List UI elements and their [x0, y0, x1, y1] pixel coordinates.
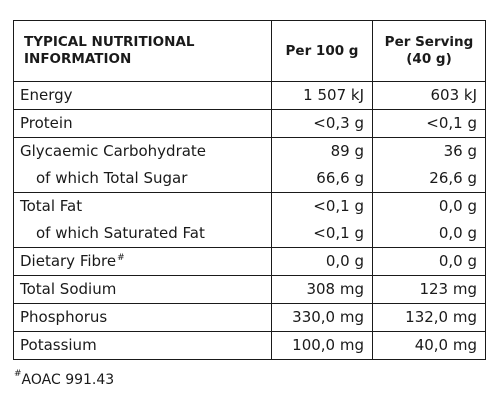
per-100g-value: <0,3 g	[271, 109, 373, 138]
table-row: Total Fat <0,1 g 0,0 g	[13, 192, 486, 220]
per-100g-value: 308 mg	[271, 275, 373, 304]
table-row: of which Saturated Fat <0,1 g 0,0 g	[13, 220, 486, 248]
per-100g-value: 1 507 kJ	[271, 81, 373, 110]
nutrient-name: of which Saturated Fat	[13, 220, 272, 248]
per-serving-value: 0,0 g	[372, 192, 486, 220]
per-serving-value: <0,1 g	[372, 109, 486, 138]
footnote-mark: #	[117, 253, 125, 263]
per-serving-value: 123 mg	[372, 275, 486, 304]
nutrient-name: Glycaemic Carbohydrate	[13, 137, 272, 165]
nutrient-name: of which Total Sugar	[13, 165, 272, 193]
header-row: TYPICAL NUTRITIONAL INFORMATION Per 100 …	[13, 20, 486, 82]
nutrient-name: Energy	[13, 81, 272, 110]
per-serving-value: 36 g	[372, 137, 486, 165]
header-nutrient-line1: TYPICAL NUTRITIONAL	[24, 34, 195, 50]
per-serving-value: 40,0 mg	[372, 331, 486, 360]
header-per-serving-line1: Per Serving	[384, 34, 474, 50]
per-100g-value: <0,1 g	[271, 220, 373, 248]
header-nutrient: TYPICAL NUTRITIONAL INFORMATION	[13, 20, 272, 82]
table-row: Potassium 100,0 mg 40,0 mg	[13, 331, 486, 360]
table-row: Energy 1 507 kJ 603 kJ	[13, 81, 486, 110]
table-row: Protein <0,3 g <0,1 g	[13, 109, 486, 138]
header-nutrient-line2: INFORMATION	[24, 51, 132, 67]
nutrient-name-cell: Dietary Fibre#	[13, 247, 272, 276]
table-row: Phosphorus 330,0 mg 132,0 mg	[13, 303, 486, 332]
per-serving-value: 0,0 g	[372, 247, 486, 276]
per-100g-value: 100,0 mg	[271, 331, 373, 360]
per-serving-value: 0,0 g	[372, 220, 486, 248]
header-per-100g-label: Per 100 g	[285, 42, 359, 59]
per-100g-value: 89 g	[271, 137, 373, 165]
table-row: Dietary Fibre# 0,0 g 0,0 g	[13, 247, 486, 276]
nutrient-name: Phosphorus	[13, 303, 272, 332]
per-serving-value: 26,6 g	[372, 165, 486, 193]
per-serving-value: 132,0 mg	[372, 303, 486, 332]
footnote-text: AOAC 991.43	[21, 372, 115, 388]
per-100g-value: 66,6 g	[271, 165, 373, 193]
nutrient-name: Protein	[13, 109, 272, 138]
header-per-100g: Per 100 g	[271, 20, 373, 82]
table-row: of which Total Sugar 66,6 g 26,6 g	[13, 165, 486, 193]
footnote-symbol: #	[14, 369, 22, 379]
per-serving-value: 603 kJ	[372, 81, 486, 110]
nutrition-table: TYPICAL NUTRITIONAL INFORMATION Per 100 …	[13, 20, 486, 360]
per-100g-value: 330,0 mg	[271, 303, 373, 332]
nutrient-name: Potassium	[13, 331, 272, 360]
table-row: Total Sodium 308 mg 123 mg	[13, 275, 486, 304]
nutrient-name: Total Sodium	[13, 275, 272, 304]
header-per-serving-line2: (40 g)	[406, 51, 452, 67]
per-100g-value: 0,0 g	[271, 247, 373, 276]
nutrient-name: Dietary Fibre	[20, 252, 117, 270]
header-per-serving: Per Serving (40 g)	[372, 20, 486, 82]
footnote: #AOAC 991.43	[14, 369, 115, 388]
nutrient-name: Total Fat	[13, 192, 272, 220]
table-row: Glycaemic Carbohydrate 89 g 36 g	[13, 137, 486, 165]
per-100g-value: <0,1 g	[271, 192, 373, 220]
